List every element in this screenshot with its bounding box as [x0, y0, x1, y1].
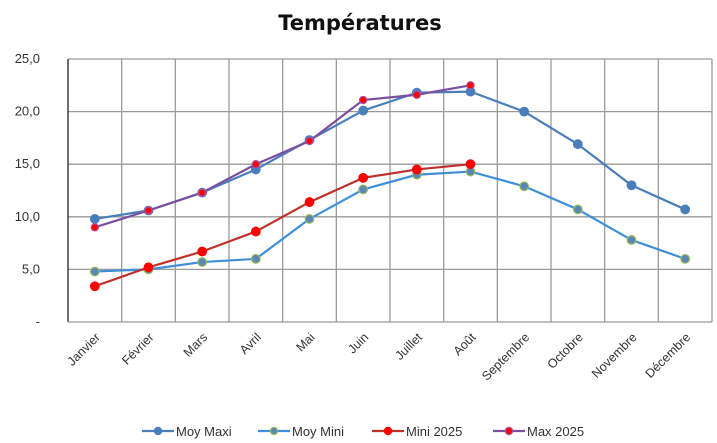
data-point	[572, 139, 583, 150]
chart-title: Températures	[278, 11, 442, 35]
data-point	[305, 136, 314, 146]
data-point	[304, 214, 315, 224]
data-point	[144, 206, 153, 215]
series-max-2025	[90, 81, 475, 232]
series-line	[94, 170, 686, 273]
data-point	[465, 159, 476, 170]
x-tick-label: Juin	[345, 330, 371, 356]
series-mini-2025	[89, 159, 476, 292]
y-tick-label: 25,0	[15, 51, 40, 66]
data-point	[304, 197, 315, 207]
data-point	[197, 246, 208, 257]
legend-label: Max 2025	[527, 424, 584, 439]
y-tick-label: 20,0	[15, 104, 40, 119]
legend-label: Moy Maxi	[176, 424, 232, 439]
x-tick-label: Mars	[181, 330, 211, 360]
data-point	[250, 253, 261, 264]
y-tick-label: 15,0	[15, 156, 40, 171]
data-point	[626, 235, 637, 245]
data-point	[143, 262, 154, 273]
data-point	[358, 184, 369, 195]
y-tick-label: 10,0	[15, 209, 40, 224]
data-point	[626, 180, 637, 191]
legend-item: Max 2025	[493, 424, 584, 439]
x-tick-label: Février	[119, 330, 156, 367]
legend-item: Moy Maxi	[142, 424, 232, 439]
legend-item: Moy Mini	[258, 424, 344, 439]
data-point	[251, 159, 261, 169]
x-tick-label: Décembre	[643, 330, 694, 381]
data-point	[680, 253, 691, 264]
legend-marker-icon	[269, 426, 279, 436]
series-line	[94, 163, 471, 288]
x-tick-label: Juillet	[392, 330, 425, 363]
y-tick-label: 5,0	[22, 261, 40, 276]
legend-label: Mini 2025	[406, 424, 462, 439]
legend-marker-icon	[504, 426, 514, 436]
data-point	[412, 90, 422, 99]
data-point	[519, 106, 530, 117]
x-tick-label: Mai	[293, 330, 317, 354]
x-tick-label: Janvier	[65, 330, 103, 368]
data-point	[197, 188, 207, 197]
legend: Moy Maxi Moy Mini Mini 2025 Max 2025	[142, 424, 584, 439]
y-tick-label: -	[36, 314, 40, 329]
data-point	[358, 172, 369, 183]
series-group	[89, 81, 691, 292]
data-point	[90, 223, 100, 232]
x-axis: Janvier Février Mars Avril Mai Juin Juillet Aoû…	[65, 330, 694, 384]
data-point	[358, 105, 369, 116]
x-tick-label: Octobre	[545, 330, 586, 371]
data-point	[89, 281, 100, 292]
y-axis: - 5,0 10,0 15,0 20,0 25,0	[15, 51, 40, 329]
series-line	[94, 84, 471, 229]
data-point	[250, 226, 261, 237]
data-point	[680, 204, 691, 215]
x-tick-label: Septembre	[479, 330, 532, 383]
legend-marker-icon	[153, 426, 163, 436]
x-tick-label: Novembre	[589, 330, 640, 381]
x-tick-label: Août	[451, 330, 479, 358]
data-point	[466, 81, 475, 90]
data-point	[197, 257, 208, 267]
data-point	[411, 164, 422, 175]
legend-item: Mini 2025	[372, 424, 462, 439]
data-point	[358, 95, 368, 105]
legend-label: Moy Mini	[292, 424, 344, 439]
x-tick-label: Avril	[237, 330, 264, 357]
data-point	[572, 204, 583, 215]
data-point	[519, 181, 530, 192]
data-point	[89, 266, 100, 277]
data-point	[89, 214, 100, 224]
legend-marker-icon	[383, 426, 393, 436]
